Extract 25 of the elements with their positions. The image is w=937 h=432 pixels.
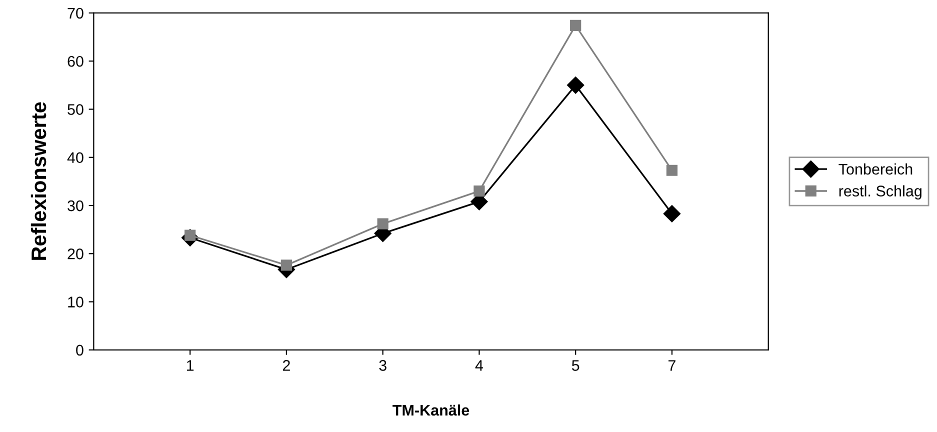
y-tick-label: 10 xyxy=(68,296,84,308)
point xyxy=(474,186,485,197)
y-tick-label: 30 xyxy=(68,200,84,212)
point xyxy=(570,20,582,32)
point xyxy=(377,218,388,230)
legend-label: restl. Schlag xyxy=(839,185,922,200)
point xyxy=(280,260,292,271)
y-tick-label: 0 xyxy=(76,344,84,356)
x-tick-label: 1 xyxy=(186,360,194,371)
y-tick-label: 50 xyxy=(68,104,84,115)
y-tick-label: 70 xyxy=(68,8,84,19)
x-tick-label: 2 xyxy=(282,360,290,371)
legend-label: Tonbereich xyxy=(838,163,912,175)
y-axis-title: Reflexionswerte xyxy=(30,102,46,260)
point xyxy=(567,76,584,94)
y-tick-label: 40 xyxy=(67,152,84,164)
x-axis-title: TM-Kanäle xyxy=(392,404,470,416)
x-tick-label: 4 xyxy=(475,360,484,371)
x-tick-label: 7 xyxy=(668,360,676,371)
x-tick-label: 5 xyxy=(572,360,580,371)
y-tick-label: 60 xyxy=(68,56,84,67)
x-tick-label: 3 xyxy=(379,360,386,371)
point xyxy=(666,164,678,176)
y-tick-label: 20 xyxy=(68,248,84,260)
point xyxy=(663,205,681,222)
